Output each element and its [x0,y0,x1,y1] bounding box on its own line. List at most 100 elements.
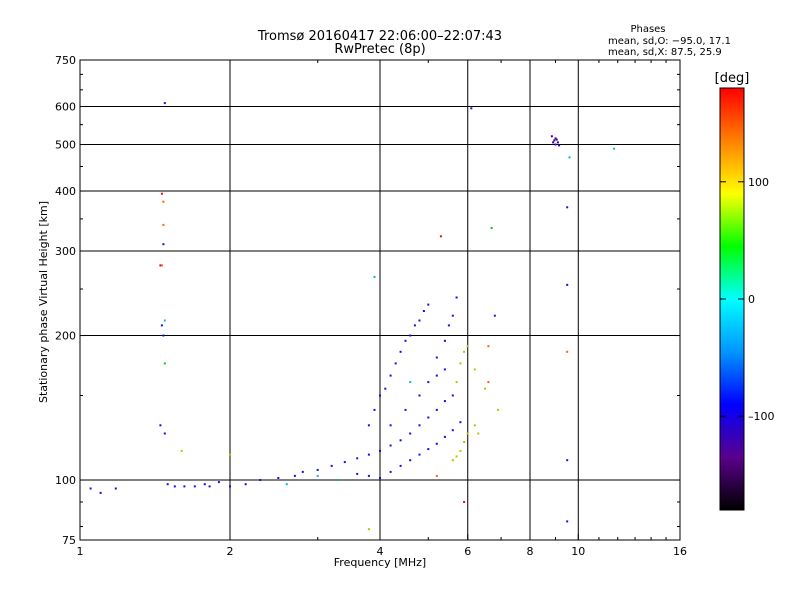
data-point [497,408,499,411]
data-point [89,487,92,490]
phase-stats-x: mean, sd,X: 87.5, 25.9 [608,47,722,58]
data-point [558,144,561,147]
x-axis-ticks: 1 2 4 6 8 10 16 [77,60,687,558]
x-tick-label: 1 [77,545,84,558]
data-point [463,501,466,503]
data-point [356,457,359,460]
colorbar-label: [deg] [715,71,750,86]
data-point [159,264,162,267]
data-point [409,459,412,462]
data-point [217,481,220,484]
colorbar-tick-label: –100 [748,410,775,423]
data-point [229,485,231,488]
data-point [435,374,438,377]
data-point [493,314,496,317]
data-point [399,350,402,353]
y-tick-label: 200 [55,330,76,343]
data-point [427,303,430,306]
x-tick-label: 6 [464,545,471,558]
data-point [389,374,392,377]
data-point [160,324,163,327]
data-point [568,156,571,159]
data-point [435,408,438,411]
chart-title: Tromsø 20160417 22:06:00–22:07:43 [257,29,502,44]
y-axis-ticks: 75 100 200 300 400 500 600 750 [55,54,680,547]
y-tick-label: 400 [55,185,76,198]
data-point [373,275,376,278]
data-point [566,350,569,353]
data-point [427,416,430,419]
data-point [367,453,370,456]
data-point [552,141,555,144]
data-point [443,435,446,438]
x-tick-label: 16 [673,545,687,558]
data-point [484,387,487,390]
data-point [259,479,262,481]
y-tick-label: 600 [55,101,76,114]
data-point [435,442,438,445]
data-point [566,520,569,523]
data-point [293,474,296,477]
data-point [477,432,480,435]
data-point [203,483,206,486]
y-tick-label: 500 [55,139,76,152]
data-point [162,223,165,226]
data-point [443,339,446,342]
data-point [316,474,319,477]
data-point [399,464,402,467]
data-point [473,368,476,371]
data-point [566,283,569,286]
data-point [435,356,438,359]
data-point [285,483,288,486]
data-point [463,441,466,443]
data-point [451,394,454,397]
data-point [427,381,430,384]
data-point [163,362,166,365]
data-point [555,138,558,141]
y-tick-label: 75 [62,534,76,547]
data-point [367,528,370,531]
data-point [435,474,438,477]
data-point [443,400,446,403]
data-point [422,310,425,312]
data-point [556,141,559,144]
data-point [173,485,176,488]
data-point [373,408,376,411]
data-point [244,483,247,486]
data-point [463,350,466,353]
data-point [487,345,490,348]
data-point [160,192,163,195]
phases-header: Phases [630,24,665,35]
colorbar-ticks: 100 0 –100 [720,176,775,423]
y-tick-label: 300 [55,245,76,258]
data-point [180,449,183,452]
data-point [229,453,231,456]
grid [80,60,680,540]
data-point [409,432,412,435]
data-point [159,424,162,427]
data-point [384,387,387,390]
data-point [451,314,454,317]
data-point [409,334,412,337]
data-point [409,381,412,384]
data-point [466,345,469,348]
data-point [404,408,407,411]
data-point [99,491,102,494]
x-tick-label: 4 [377,545,384,558]
y-tick-label: 750 [55,54,76,67]
data-point [160,264,163,267]
data-point [394,362,397,365]
y-tick-label: 100 [55,474,76,487]
data-point [613,147,616,150]
x-tick-label: 2 [227,545,234,558]
data-point [418,319,421,322]
data-point [379,477,381,479]
data-point [443,368,446,371]
y-axis-label: Stationary phase Virtual Height [km] [37,201,50,403]
data-point [447,324,450,327]
data-point [418,453,421,456]
data-point [162,200,165,203]
data-point [316,468,319,471]
colorbar-tick-label: 100 [748,176,769,189]
